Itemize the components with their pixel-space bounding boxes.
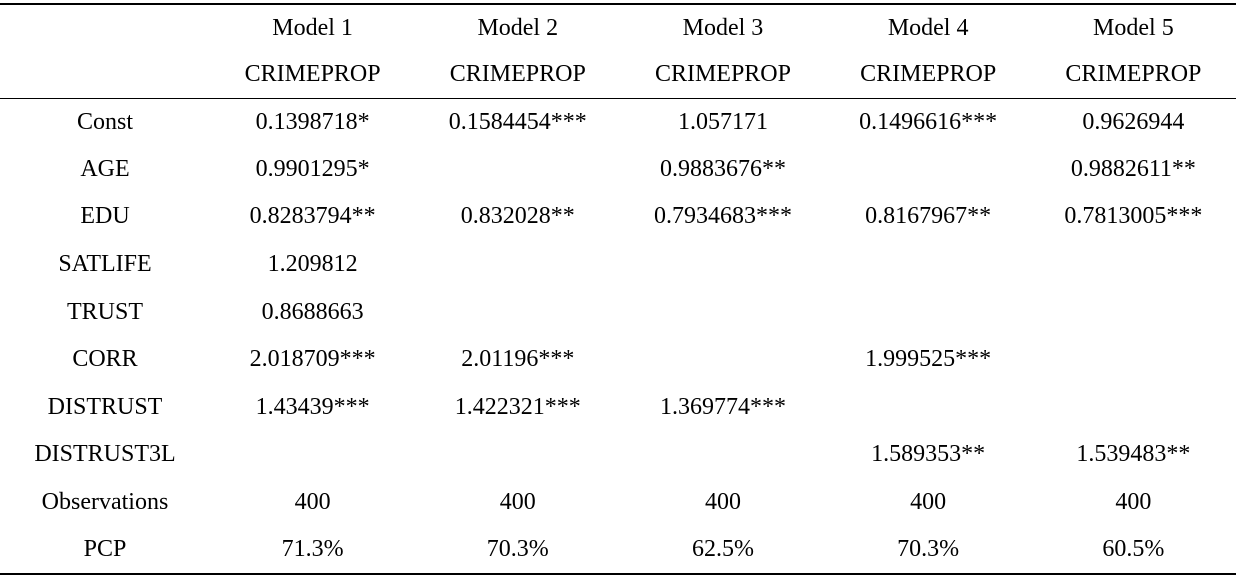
value-cell: 0.8167967** <box>865 203 992 230</box>
row-trust: TRUST 0.8688663 <box>0 288 1236 336</box>
row-satlife: SATLIFE 1.209812 <box>0 241 1236 289</box>
model-2-header: Model 2 <box>477 14 559 41</box>
value-cell: 1.422321*** <box>454 393 581 420</box>
value-cell <box>620 431 825 479</box>
value-cell <box>1031 288 1236 336</box>
value-cell: 70.3% <box>486 536 549 563</box>
value-cell <box>620 241 825 289</box>
value-cell <box>1031 241 1236 289</box>
row-label: DISTRUST3L <box>34 441 176 468</box>
dv-header-model-2: CRIMEPROP <box>449 60 586 87</box>
row-label: SATLIFE <box>58 251 152 278</box>
row-label: DISTRUST <box>47 393 163 420</box>
row-label: PCP <box>83 536 127 563</box>
row-label: AGE <box>80 155 130 182</box>
corner-cell <box>0 51 210 98</box>
corner-cell <box>0 4 210 51</box>
value-cell: 0.1398718* <box>255 108 370 135</box>
value-cell <box>620 288 825 336</box>
value-cell: 2.018709*** <box>249 346 376 373</box>
dv-header-model-1: CRIMEPROP <box>244 60 381 87</box>
value-cell: 400 <box>704 489 741 516</box>
dv-header-model-4: CRIMEPROP <box>860 60 997 87</box>
value-cell: 0.9626944 <box>1082 108 1185 135</box>
model-3-header: Model 3 <box>682 14 764 41</box>
value-cell <box>826 146 1031 194</box>
value-cell: 1.999525*** <box>865 346 992 373</box>
value-cell: 400 <box>499 489 536 516</box>
row-corr: CORR 2.018709*** 2.01196*** 1.999525*** <box>0 336 1236 384</box>
value-cell: 1.589353** <box>871 441 986 468</box>
value-cell: 70.3% <box>897 536 960 563</box>
dv-header-model-3: CRIMEPROP <box>654 60 791 87</box>
row-label: CORR <box>72 346 138 373</box>
value-cell <box>210 431 415 479</box>
row-distrust: DISTRUST 1.43439*** 1.422321*** 1.369774… <box>0 384 1236 432</box>
value-cell: 71.3% <box>281 536 344 563</box>
value-cell: 0.7934683*** <box>653 203 792 230</box>
value-cell: 0.9883676** <box>659 155 786 182</box>
value-cell: 0.8688663 <box>261 298 364 325</box>
value-cell: 1.43439*** <box>255 393 370 420</box>
value-cell <box>1031 384 1236 432</box>
value-cell: 0.9882611** <box>1070 155 1196 182</box>
row-label: EDU <box>80 203 130 230</box>
model-1-header: Model 1 <box>272 14 353 41</box>
row-const: Const 0.1398718* 0.1584454*** 1.057171 0… <box>0 98 1236 146</box>
value-cell: 1.057171 <box>677 108 768 135</box>
row-label: Observations <box>41 489 169 516</box>
value-cell: 0.1496616*** <box>859 108 998 135</box>
value-cell: 1.369774*** <box>659 393 786 420</box>
value-cell: 62.5% <box>691 536 754 563</box>
value-cell: 0.8283794** <box>249 203 376 230</box>
value-cell: 0.832028** <box>460 203 575 230</box>
model-header-row: Model 1 Model 2 Model 3 Model 4 Model 5 <box>0 4 1236 51</box>
regression-results-table: Model 1 Model 2 Model 3 Model 4 Model 5 … <box>0 3 1236 575</box>
row-pcp: PCP 71.3% 70.3% 62.5% 70.3% 60.5% <box>0 526 1236 574</box>
value-cell <box>826 384 1031 432</box>
value-cell: 400 <box>294 489 331 516</box>
row-label: Const <box>76 108 133 135</box>
row-edu: EDU 0.8283794** 0.832028** 0.7934683*** … <box>0 193 1236 241</box>
value-cell <box>415 288 620 336</box>
value-cell <box>415 431 620 479</box>
model-5-header: Model 5 <box>1093 14 1174 41</box>
value-cell: 2.01196*** <box>461 346 575 373</box>
value-cell: 1.539483** <box>1076 441 1191 468</box>
value-cell: 400 <box>1115 489 1152 516</box>
value-cell: 60.5% <box>1102 536 1165 563</box>
value-cell: 400 <box>910 489 947 516</box>
model-4-header: Model 4 <box>887 14 969 41</box>
value-cell <box>415 241 620 289</box>
value-cell <box>1031 336 1236 384</box>
value-cell <box>415 146 620 194</box>
value-cell: 0.7813005*** <box>1064 203 1203 230</box>
row-label: TRUST <box>66 298 143 325</box>
row-age: AGE 0.9901295* 0.9883676** 0.9882611** <box>0 146 1236 194</box>
value-cell: 0.9901295* <box>255 155 370 182</box>
row-observations: Observations 400 400 400 400 400 <box>0 479 1236 527</box>
value-cell: 1.209812 <box>267 251 358 278</box>
value-cell <box>826 288 1031 336</box>
dv-header-model-5: CRIMEPROP <box>1065 60 1202 87</box>
value-cell: 0.1584454*** <box>448 108 587 135</box>
dependent-variable-header-row: CRIMEPROP CRIMEPROP CRIMEPROP CRIMEPROP … <box>0 51 1236 98</box>
value-cell <box>620 336 825 384</box>
value-cell <box>826 241 1031 289</box>
row-distrust3l: DISTRUST3L 1.589353** 1.539483** <box>0 431 1236 479</box>
